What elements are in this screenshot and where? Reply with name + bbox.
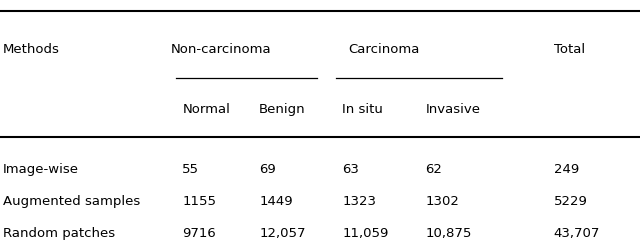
Text: Methods: Methods bbox=[3, 43, 60, 56]
Text: 55: 55 bbox=[182, 163, 200, 176]
Text: Carcinoma: Carcinoma bbox=[348, 43, 420, 56]
Text: Non-carcinoma: Non-carcinoma bbox=[170, 43, 271, 56]
Text: 43,707: 43,707 bbox=[554, 227, 600, 240]
Text: Random patches: Random patches bbox=[3, 227, 115, 240]
Text: 69: 69 bbox=[259, 163, 276, 176]
Text: 5229: 5229 bbox=[554, 195, 588, 208]
Text: 1323: 1323 bbox=[342, 195, 376, 208]
Text: 62: 62 bbox=[426, 163, 442, 176]
Text: Invasive: Invasive bbox=[426, 103, 481, 116]
Text: Normal: Normal bbox=[182, 103, 230, 116]
Text: Total: Total bbox=[554, 43, 585, 56]
Text: 12,057: 12,057 bbox=[259, 227, 306, 240]
Text: In situ: In situ bbox=[342, 103, 383, 116]
Text: 1302: 1302 bbox=[426, 195, 460, 208]
Text: Augmented samples: Augmented samples bbox=[3, 195, 140, 208]
Text: 9716: 9716 bbox=[182, 227, 216, 240]
Text: 63: 63 bbox=[342, 163, 359, 176]
Text: 249: 249 bbox=[554, 163, 579, 176]
Text: Image-wise: Image-wise bbox=[3, 163, 79, 176]
Text: 10,875: 10,875 bbox=[426, 227, 472, 240]
Text: 11,059: 11,059 bbox=[342, 227, 388, 240]
Text: 1449: 1449 bbox=[259, 195, 293, 208]
Text: 1155: 1155 bbox=[182, 195, 216, 208]
Text: Benign: Benign bbox=[259, 103, 306, 116]
